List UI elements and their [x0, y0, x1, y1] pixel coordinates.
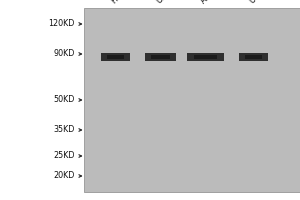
- Bar: [194, 55, 217, 59]
- Bar: [239, 53, 268, 60]
- Bar: [145, 53, 176, 60]
- Text: 25KD: 25KD: [53, 152, 75, 160]
- Bar: [245, 55, 262, 59]
- Bar: [151, 55, 170, 59]
- Bar: [84, 8, 300, 192]
- Bar: [187, 53, 224, 60]
- Text: U87: U87: [247, 0, 265, 5]
- Text: 50KD: 50KD: [54, 96, 75, 104]
- Text: U251: U251: [154, 0, 176, 5]
- Bar: [107, 55, 124, 59]
- Text: A549: A549: [199, 0, 220, 5]
- Text: 20KD: 20KD: [54, 171, 75, 180]
- Text: 35KD: 35KD: [54, 126, 75, 134]
- Text: 120KD: 120KD: [49, 20, 75, 28]
- Bar: [101, 53, 130, 60]
- Text: 90KD: 90KD: [54, 49, 75, 58]
- Text: Hela: Hela: [109, 0, 128, 5]
